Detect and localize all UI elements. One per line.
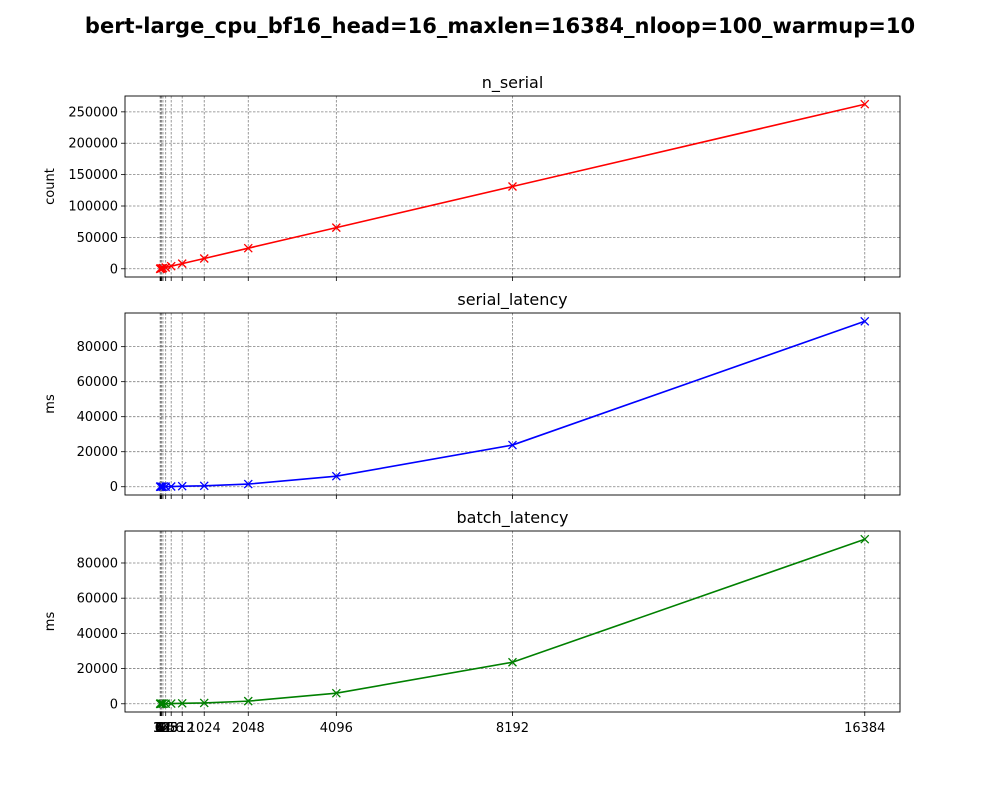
x-tick-label: 16 [153,721,170,736]
data-point [177,698,187,708]
panel-title: n_serial [482,73,544,93]
x-tick-label: 1024 [188,721,221,736]
data-point [243,479,253,489]
data-point [166,261,176,271]
y-tick-label: 60000 [77,375,118,390]
y-tick-label: 50000 [77,231,118,246]
y-tick-label: 40000 [77,410,118,425]
x-tick-label: 4096 [320,721,353,736]
x-tick-label: 8192 [496,721,529,736]
y-axis-label: ms [43,612,58,632]
y-tick-label: 0 [110,480,118,495]
data-point [166,699,176,709]
data-point [860,99,870,109]
y-tick-label: 0 [110,262,118,277]
panel-title: serial_latency [457,290,567,310]
data-point [243,243,253,253]
x-tick-label: 1 [156,721,164,736]
data-point [166,482,176,491]
chart-panel-n-serial: n_serial 0 50000 100000 150000 200000 250000 co… [43,73,901,281]
data-point [157,482,167,492]
x-tick-label: 2 [156,721,164,736]
data-point [177,481,187,491]
data-point [199,481,209,491]
y-tick-label: 20000 [77,445,118,460]
y-tick-label: 250000 [68,105,118,120]
y-tick-label: 80000 [77,340,118,355]
data-point [331,223,341,233]
x-tick-label: 16384 [844,721,885,736]
data-point [177,259,187,269]
y-axis-label: count [43,168,58,205]
axes-frame [124,312,901,496]
data-point [508,440,517,450]
x-tick-label: 64 [155,721,172,736]
x-tick-label: 2048 [232,721,265,736]
data-point [161,263,171,272]
data-point [860,534,870,544]
figure-title: bert-large_cpu_bf16_head=16_maxlen=16384… [85,14,915,38]
data-point [331,471,341,481]
y-tick-label: 40000 [77,627,118,642]
data-point [508,182,517,191]
subplots: n_serial050000100000150000200000250000co… [43,73,901,736]
data-point [331,688,341,698]
data-point [860,316,870,326]
x-tick-label: 128 [153,721,178,736]
x-tick-label: 32 [153,721,170,736]
y-tick-label: 20000 [77,662,118,677]
y-axis-label: ms [43,394,58,414]
data-point [199,254,209,263]
x-tick-label: 4 [156,721,164,736]
panel-title: batch_latency [457,508,569,528]
y-tick-label: 200000 [68,137,118,152]
y-tick-label: 80000 [77,556,118,571]
x-tick-label: 256 [159,721,184,736]
y-tick-label: 0 [110,697,118,712]
data-point [508,657,517,667]
x-tick-label: 512 [170,721,195,736]
data-point [243,696,253,706]
y-tick-label: 150000 [68,168,118,183]
axes-frame [124,530,901,713]
y-tick-label: 60000 [77,592,118,607]
data-point [199,698,209,708]
y-tick-label: 100000 [68,200,118,215]
x-tick-label: 8 [156,721,164,736]
data-point [158,263,168,273]
chart-panel-batch-latency: batch_latency020000400006000080000124816… [43,508,901,736]
data-point [158,699,168,709]
chart-panel-serial-latency: serial_latency 0 20000 40000 60000 80000 ms [43,290,901,499]
data-point [158,482,168,492]
data-point [157,699,167,709]
axes-frame [124,95,901,278]
